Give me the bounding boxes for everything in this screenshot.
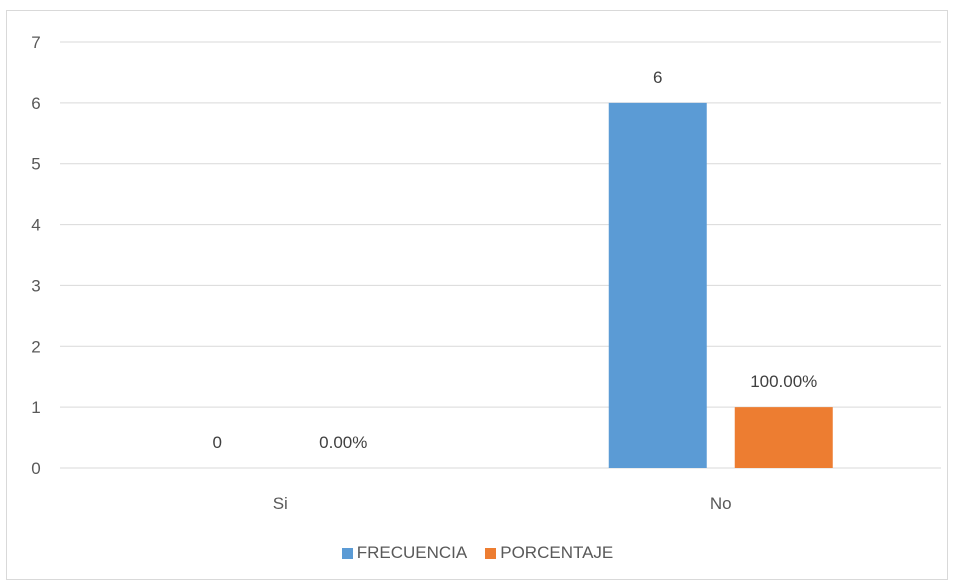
bar-frecuencia-no — [608, 102, 707, 468]
legend-swatch-frecuencia — [341, 547, 353, 559]
legend-item-porcentaje: PORCENTAJE — [485, 543, 613, 563]
bars — [608, 102, 833, 468]
legend-label-porcentaje: PORCENTAJE — [500, 543, 614, 562]
y-tick-label-0: 0 — [31, 459, 40, 478]
y-tick-label-4: 4 — [31, 216, 40, 235]
y-tick-label-2: 2 — [31, 337, 40, 356]
bar-porcentaje-no — [734, 407, 833, 468]
data-label-frecuencia-no: 6 — [653, 68, 662, 87]
data-labels: 0 0.00% 6 100.00% — [213, 68, 818, 452]
y-tick-label-7: 7 — [31, 33, 40, 52]
data-label-frecuencia-si: 0 — [213, 433, 222, 452]
y-tick-label-6: 6 — [31, 94, 40, 113]
y-axis: 0 1 2 3 4 5 6 7 — [31, 33, 40, 478]
legend-label-frecuencia: FRECUENCIA — [356, 543, 468, 562]
y-tick-label-1: 1 — [31, 398, 40, 417]
x-axis: Si No — [273, 494, 732, 513]
gridlines — [60, 41, 941, 469]
y-tick-label-3: 3 — [31, 276, 40, 295]
x-tick-label-si: Si — [273, 494, 288, 513]
legend-item-frecuencia: FRECUENCIA — [341, 543, 468, 563]
chart-frame — [6, 10, 948, 580]
x-tick-label-no: No — [710, 494, 732, 513]
data-label-porcentaje-no: 100.00% — [750, 372, 817, 391]
data-label-porcentaje-si: 0.00% — [319, 433, 367, 452]
legend-swatch-porcentaje — [485, 547, 497, 559]
y-tick-label-5: 5 — [31, 155, 40, 174]
legend: FRECUENCIA PORCENTAJE — [0, 541, 955, 565]
